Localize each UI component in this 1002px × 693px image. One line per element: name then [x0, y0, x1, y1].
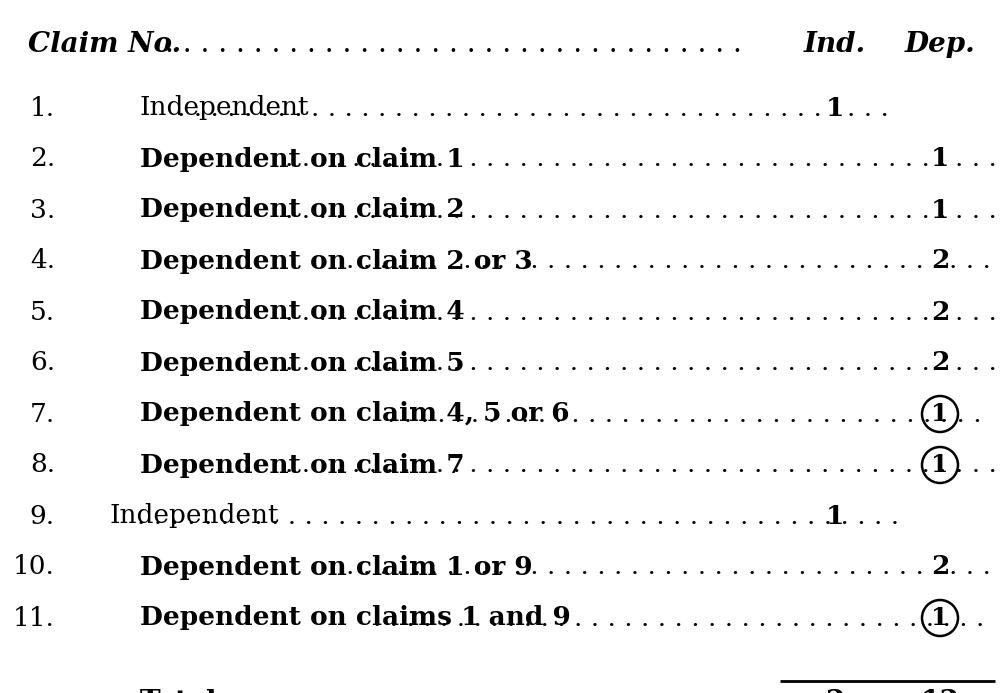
Text: Claim No.: Claim No.	[28, 31, 181, 58]
Text: Ind.: Ind.	[804, 31, 866, 58]
Text: Dependent on claim 1: Dependent on claim 1	[140, 146, 465, 171]
Text: Dependent on claims 1 and 9: Dependent on claims 1 and 9	[140, 606, 571, 631]
Text: 1: 1	[826, 504, 845, 529]
Text: Total: Total	[140, 690, 217, 693]
Text: Dependent on claim 5: Dependent on claim 5	[140, 351, 465, 376]
Text: 2: 2	[931, 249, 949, 274]
Text: 10.: 10.	[13, 554, 55, 579]
Text: 8.: 8.	[30, 453, 55, 477]
Text: 6.: 6.	[30, 351, 55, 376]
Text: . . . . . . . . . . . . . . . . . . . . . . . . . . . . . . . . . . . . . . .: . . . . . . . . . . . . . . . . . . . . …	[346, 249, 990, 274]
Text: 4.: 4.	[30, 249, 55, 274]
Text: . . . . . . . . . . . . . . . . . . . . . . . . . . . . . . . . .: . . . . . . . . . . . . . . . . . . . . …	[165, 31, 750, 58]
Text: Independent: Independent	[140, 96, 310, 121]
Text: 11.: 11.	[13, 606, 55, 631]
Text: 7.: 7.	[30, 401, 55, 426]
Text: Dependent on claim 7: Dependent on claim 7	[140, 453, 465, 477]
Text: . . . . . . . . . . . . . . . . . . . . . . . . . . . . . . . . . . . .: . . . . . . . . . . . . . . . . . . . . …	[387, 401, 982, 426]
Text: 1: 1	[931, 453, 949, 477]
Text: 2: 2	[931, 351, 949, 376]
Text: . . . . . . . . . . . . . . . . . . . . . . . . . . . . . . . . . . . . . . . . : . . . . . . . . . . . . . . . . . . . . …	[285, 351, 997, 376]
Text: 2.: 2.	[30, 146, 55, 171]
Text: 1: 1	[931, 606, 949, 630]
Text: . . . . . . . . . . . . . . . . . . . . . . . . . . . . . . . . . . . . . . . . : . . . . . . . . . . . . . . . . . . . . …	[285, 198, 997, 222]
Text: . . . . . . . . . . . . . . . . . . . . . . . . . . . . . . . . . . . . . . .: . . . . . . . . . . . . . . . . . . . . …	[346, 554, 990, 579]
Text: . . . . . . . . . . . . . . . . . . . . . . . . . . . . . . . . . . . . . . . . : . . . . . . . . . . . . . . . . . . . . …	[285, 299, 997, 324]
Text: 1.: 1.	[30, 96, 55, 121]
Text: . . . . . . . . . . . . . . . . . . . . . . . . . . . . . . . . . . . . .: . . . . . . . . . . . . . . . . . . . . …	[373, 606, 985, 631]
Text: 5.: 5.	[30, 299, 55, 324]
Text: 3.: 3.	[30, 198, 55, 222]
Text: 1: 1	[931, 198, 949, 222]
Text: 13: 13	[921, 690, 959, 693]
Text: . . . . . . . . . . . . . . . . . . . . . . . . . . . . . . . . . . . . . . . . : . . . . . . . . . . . . . . . . . . . . …	[285, 146, 997, 171]
Text: . . . . . . . . . . . . . . . . . . . . . . . . . . . . . . . . . . . . . . . . : . . . . . . . . . . . . . . . . . . . . …	[136, 504, 899, 529]
Text: 2: 2	[826, 690, 845, 693]
Text: . . . . . . . . . . . . . . . . . . . . . . . . . . . . . . . . . . . . . . . . : . . . . . . . . . . . . . . . . . . . . …	[285, 453, 997, 477]
Text: 1: 1	[931, 146, 949, 171]
Text: . . . . . . . . . . . . . . . . . . . . . . . . . . . . . . . . . . . . . . . . : . . . . . . . . . . . . . . . . . . . . …	[176, 96, 889, 121]
Text: Dependent on claim 4, 5 or 6: Dependent on claim 4, 5 or 6	[140, 401, 569, 426]
Text: Dependent on claim 2: Dependent on claim 2	[140, 198, 465, 222]
Text: Dep.: Dep.	[905, 31, 975, 58]
Text: 1: 1	[931, 402, 949, 426]
Text: 2: 2	[931, 554, 949, 579]
Text: 9.: 9.	[30, 504, 55, 529]
Text: Dependent on claim 4: Dependent on claim 4	[140, 299, 465, 324]
Text: Independent: Independent	[110, 504, 280, 529]
Text: 1: 1	[826, 96, 845, 121]
Text: Dependent on claim 2 or 3: Dependent on claim 2 or 3	[140, 249, 533, 274]
Text: Dependent on claim 1 or 9: Dependent on claim 1 or 9	[140, 554, 533, 579]
Text: 2: 2	[931, 299, 949, 324]
